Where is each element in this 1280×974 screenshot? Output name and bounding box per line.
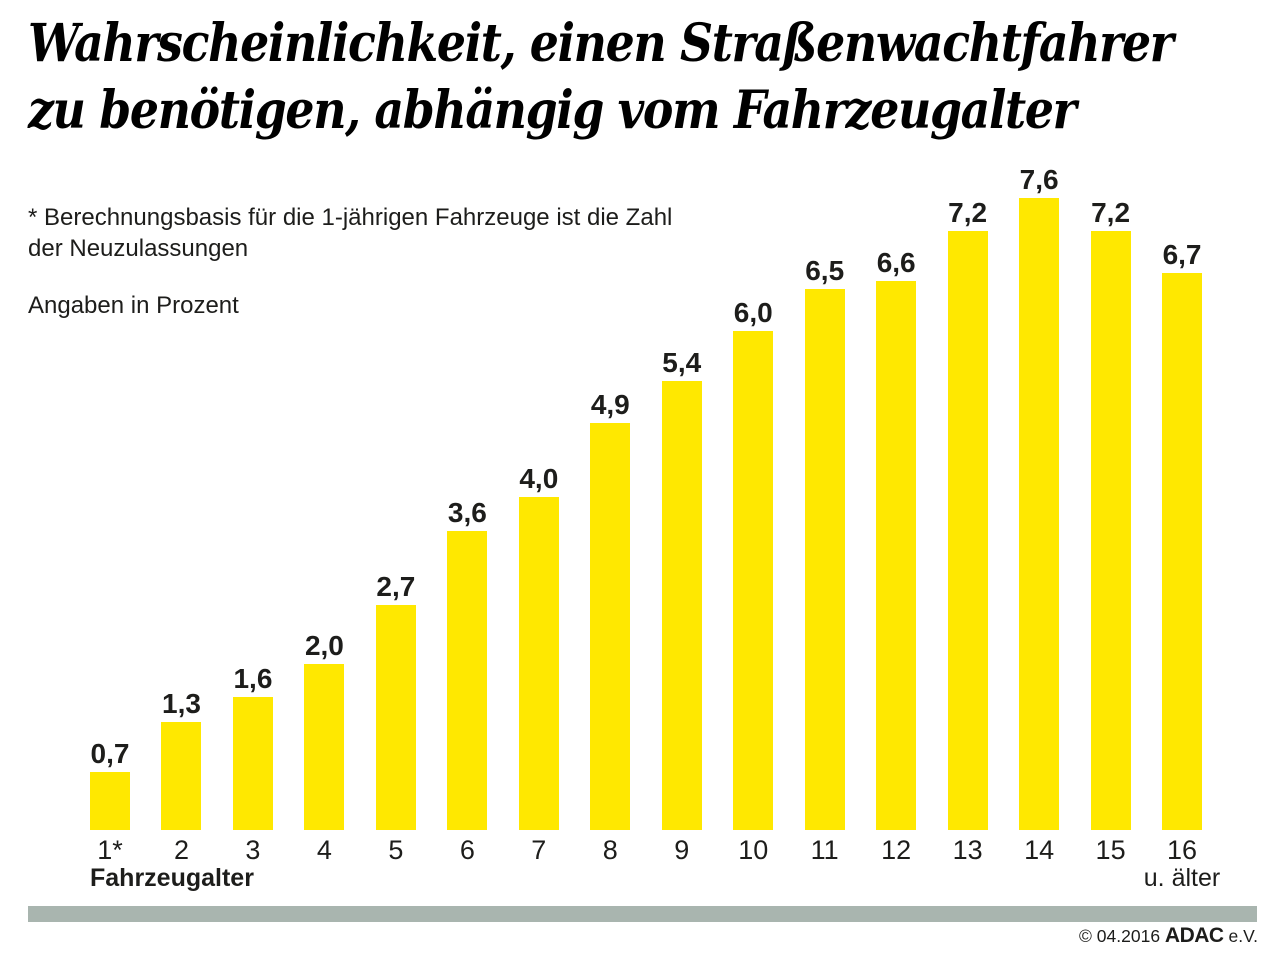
x-tick-label: 1*: [97, 835, 123, 865]
calculation-footnote-line2: der Neuzulassungen: [28, 235, 249, 262]
bar-value-label: 4,0: [519, 463, 559, 495]
bar-15: 7,2: [1090, 197, 1131, 830]
x-tick-label: 15: [1095, 835, 1126, 865]
bar-value-label: 3,6: [447, 496, 487, 528]
bar-value-label: 1,6: [233, 662, 273, 694]
x-tick-label: 16: [1167, 835, 1198, 865]
bar-1*: 0,7: [90, 738, 130, 830]
bar-7: 4,0: [518, 463, 559, 830]
calculation-footnote: * Berechnungsbasis für die 1-jährigen Fa…: [28, 202, 672, 264]
x-tick-label: 3: [245, 835, 261, 865]
bar-10: 6,0: [733, 297, 774, 830]
bar-value-label: 4,9: [590, 388, 630, 420]
bar-3: 1,6: [232, 663, 273, 830]
bar-value-label: 7,6: [1019, 163, 1059, 195]
copyright-prefix: © 04.2016: [1079, 926, 1161, 946]
bar-value-label: 2,7: [376, 571, 416, 603]
bar-value-label: 5,4: [662, 346, 702, 378]
bar-6: 3,6: [447, 497, 488, 830]
x-tick-label: 14: [1024, 835, 1055, 865]
bar-16: 6,7: [1162, 239, 1203, 830]
footer-divider: [28, 906, 1257, 922]
copyright-suffix: e.V.: [1228, 926, 1258, 946]
bar-value-label: 7,2: [948, 197, 988, 229]
x-axis-title: Fahrzeugalter: [90, 864, 254, 892]
x-tick-label: 5: [388, 835, 404, 865]
bar-4: 2,0: [304, 630, 345, 830]
bar-12: 6,6: [876, 247, 917, 830]
x-tick-label: 7: [531, 835, 547, 865]
bar-value-label: 1,3: [162, 687, 201, 719]
x-tick-label: 10: [738, 835, 769, 865]
bar-11: 6,5: [804, 255, 845, 830]
bar-value-label: 0,7: [90, 737, 130, 769]
bar-value-label: 6,0: [733, 297, 773, 329]
unit-note: Angaben in Prozent: [28, 292, 239, 319]
bar-value-label: 7,2: [1091, 197, 1131, 229]
bar-8: 4,9: [590, 389, 631, 830]
x-tick-label: 12: [881, 835, 912, 865]
adac-brand-wordmark: ADAC: [1164, 924, 1224, 947]
bar-5: 2,7: [375, 571, 416, 830]
page-title-line2: zu benötigen, abhängig vom Fahrzeugalter: [28, 80, 1077, 141]
bar-value-label: 6,6: [876, 247, 916, 279]
x-tick-label: 4: [316, 835, 332, 865]
x-tick-label: 2: [173, 835, 189, 865]
x-tick-label: 11: [810, 835, 839, 865]
copyright-line: © 04.2016 ADAC e.V.: [1079, 924, 1258, 948]
bar-value-label: 2,0: [304, 629, 344, 661]
bar-13: 7,2: [947, 197, 988, 830]
bar-14: 7,6: [1019, 164, 1060, 830]
x-tick-label: 9: [674, 835, 690, 865]
x-axis-last-category-suffix: u. älter: [1143, 864, 1221, 892]
calculation-footnote-line1: * Berechnungsbasis für die 1-jährigen Fa…: [28, 204, 673, 231]
bar-2: 1,3: [161, 688, 202, 830]
bar-value-label: 6,5: [805, 255, 845, 287]
bar-value-label: 6,7: [1162, 238, 1202, 270]
page-title-line1: Wahrscheinlichkeit, einen Straßenwachtfa…: [28, 13, 1174, 74]
x-tick-label: 8: [602, 835, 618, 865]
x-tick-label: 6: [459, 835, 475, 865]
bar-9: 5,4: [661, 347, 702, 830]
page-title: Wahrscheinlichkeit, einen Straßenwachtfa…: [28, 10, 1174, 144]
x-tick-label: 13: [952, 835, 983, 865]
